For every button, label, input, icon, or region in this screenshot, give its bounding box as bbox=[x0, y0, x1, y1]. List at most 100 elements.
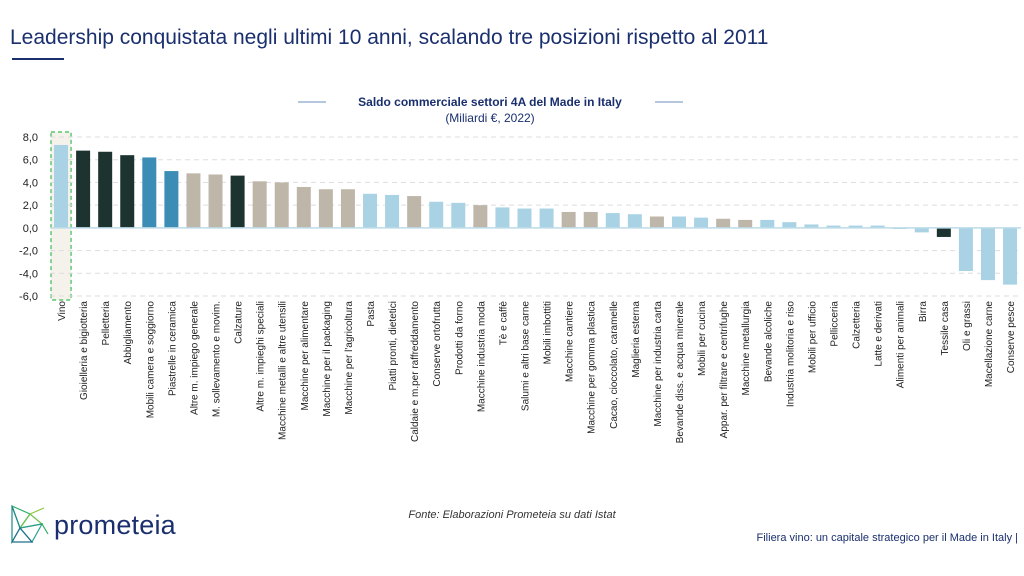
category-label: M. sollevamento e movim. bbox=[212, 301, 223, 417]
y-tick-label: -6,0 bbox=[19, 291, 38, 303]
bar bbox=[340, 189, 355, 228]
category-label: Salumi e altri base carne bbox=[521, 301, 532, 411]
bar bbox=[870, 225, 885, 228]
y-tick-label: -2,0 bbox=[19, 246, 38, 258]
category-label: Macchine per industria carta bbox=[653, 301, 664, 427]
category-label: Birra bbox=[918, 301, 929, 323]
prometeia-logo-icon bbox=[10, 504, 49, 545]
category-label: Tessile casa bbox=[940, 301, 951, 356]
y-tick-label: -4,0 bbox=[19, 268, 38, 280]
category-label: Abbigliamento bbox=[123, 301, 134, 365]
bar bbox=[848, 225, 863, 228]
bar bbox=[561, 211, 576, 228]
bar bbox=[407, 196, 422, 228]
category-label: Piatti pronti, dietetici bbox=[388, 301, 399, 391]
bar bbox=[671, 216, 686, 228]
category-label: Macellazione carne bbox=[984, 301, 995, 388]
bar bbox=[296, 186, 311, 228]
category-label: Caldaie e m.per raffreddamento bbox=[410, 301, 421, 442]
category-label: Conserve pesce bbox=[1006, 301, 1017, 374]
bar bbox=[760, 219, 775, 228]
category-label: Gioielleria e bigiotteria bbox=[79, 301, 90, 400]
bar bbox=[451, 202, 466, 228]
category-label: Mobili per ufficio bbox=[807, 301, 818, 374]
category-label: Calzature bbox=[234, 301, 245, 344]
category-label: Mobili per cucina bbox=[697, 301, 708, 376]
category-label: Maglieria esterna bbox=[631, 301, 642, 378]
bar bbox=[98, 151, 113, 228]
bar bbox=[914, 227, 929, 233]
bar bbox=[958, 227, 973, 272]
bar bbox=[318, 189, 333, 228]
category-label: Altre m. impieghi speciali bbox=[256, 301, 267, 412]
y-tick-label: 2,0 bbox=[23, 200, 38, 212]
page-title: Leadership conquistata negli ultimi 10 a… bbox=[10, 26, 769, 49]
bar bbox=[649, 216, 664, 228]
y-tick-label: 4,0 bbox=[23, 177, 38, 189]
bar bbox=[54, 144, 69, 228]
category-label: Bevande alcoliche bbox=[763, 301, 774, 383]
bar bbox=[826, 225, 841, 228]
category-label: Macchine metalli e altre utensili bbox=[278, 301, 289, 440]
category-label: Mobili imbottiti bbox=[543, 301, 554, 364]
bar bbox=[804, 224, 819, 228]
title-underline bbox=[12, 58, 64, 60]
category-label: Mobili camera e soggiorno bbox=[145, 301, 156, 419]
category-label: Macchine cantiere bbox=[565, 301, 576, 383]
category-label: Calzetteria bbox=[852, 301, 863, 349]
category-label: Piastrelle in ceramica bbox=[167, 301, 178, 396]
category-label: Macchine industria moda bbox=[476, 301, 487, 413]
category-label: Alimenti per animali bbox=[896, 301, 907, 388]
bar bbox=[363, 193, 378, 228]
bar bbox=[782, 222, 797, 228]
category-label: Conserve ortofrutta bbox=[432, 301, 443, 387]
bar bbox=[186, 173, 201, 228]
category-label: Macchine per il packaging bbox=[322, 301, 333, 417]
category-label: Oli e grassi bbox=[962, 301, 973, 351]
category-label: Pelletteria bbox=[101, 301, 112, 346]
plot-area: 8,0 6,0 4,0 2,0 0,0 -2,0 -4,0 -6,0 Vino Gioieller… bbox=[19, 131, 1022, 444]
category-label: Tè e caffè bbox=[498, 301, 509, 346]
source-note: Fonte: Elaborazioni Prometeia su dati Is… bbox=[408, 509, 616, 521]
bar bbox=[164, 171, 179, 228]
y-tick-label: 8,0 bbox=[23, 132, 38, 144]
category-label: Macchine metallurgia bbox=[741, 301, 752, 396]
category-label: Macchine per gomma plastica bbox=[587, 301, 598, 434]
bar bbox=[716, 218, 731, 228]
bar bbox=[385, 194, 400, 228]
category-label: Macchine per alimentare bbox=[300, 301, 311, 411]
bar bbox=[429, 201, 444, 228]
bar-chart: Saldo commerciale settori 4A del Made in… bbox=[19, 95, 1022, 444]
bar bbox=[473, 205, 488, 228]
bar bbox=[539, 208, 554, 228]
bar bbox=[142, 157, 157, 228]
bar bbox=[76, 150, 91, 228]
brand-name: prometeia bbox=[54, 510, 176, 540]
category-label: Altre m. impiego generale bbox=[189, 301, 200, 415]
footer-text: Filiera vino: un capitale strategico per… bbox=[756, 532, 1018, 544]
category-label: Industria molitoria e riso bbox=[785, 301, 796, 408]
category-label: Bevande diss. e acqua minerale bbox=[675, 301, 686, 444]
category-label: Latte e derivati bbox=[874, 301, 885, 367]
category-label: Cacao, cioccolato, caramelle bbox=[609, 301, 620, 429]
bar bbox=[120, 155, 135, 228]
chart-subtitle: (Miliardi €, 2022) bbox=[445, 111, 534, 125]
category-label: Appar. per filtrare e centrifughe bbox=[719, 301, 730, 439]
bar bbox=[738, 219, 753, 228]
bar bbox=[230, 175, 245, 228]
bar bbox=[208, 174, 223, 228]
category-label: Vino bbox=[57, 301, 68, 321]
bar bbox=[1003, 227, 1018, 285]
chart-title: Saldo commerciale settori 4A del Made in… bbox=[358, 95, 622, 109]
category-label: Prodotti da forno bbox=[454, 301, 465, 375]
category-label: Pellicceria bbox=[829, 301, 840, 347]
bar bbox=[605, 213, 620, 228]
category-label: Pasta bbox=[366, 301, 377, 327]
y-tick-label: 0,0 bbox=[23, 223, 38, 235]
bar bbox=[936, 227, 951, 237]
bar bbox=[980, 227, 995, 281]
category-label: Macchine per l'agricoltura bbox=[344, 301, 355, 415]
y-tick-label: 6,0 bbox=[23, 155, 38, 167]
bar bbox=[694, 217, 709, 228]
bar bbox=[517, 208, 532, 228]
